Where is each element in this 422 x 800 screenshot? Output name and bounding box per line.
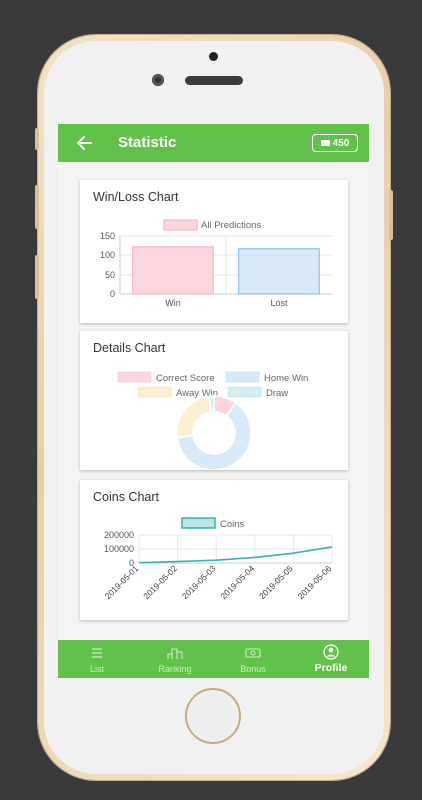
legend-label: Away Win <box>176 388 218 399</box>
coins-chart: Coins 200000 100000 0 2019-05-01 2019-05-… <box>103 517 334 601</box>
coin-balance-badge[interactable]: 450 <box>312 134 358 152</box>
page-title: Statistic <box>118 134 177 151</box>
nav-label: List <box>89 664 104 674</box>
details-card: Details Chart Correct Score Home Win Away … <box>80 331 348 470</box>
home-button[interactable] <box>185 688 241 744</box>
legend-label: Draw <box>266 388 288 399</box>
y-tick-label: 100 <box>100 250 115 260</box>
y-tick-label: 50 <box>105 270 115 280</box>
winloss-card: Win/Loss Chart All Predictions 150 100 5… <box>80 180 348 323</box>
ranking-podium-icon <box>167 648 183 659</box>
doughnut-slice <box>208 395 215 414</box>
profile-icon <box>323 644 339 660</box>
coins-card: Coins Chart Coins 200000 100000 0 2019-0… <box>80 480 348 620</box>
legend-swatch <box>227 386 262 398</box>
y-tick-label: 150 <box>100 231 115 241</box>
legend-label: All Predictions <box>201 220 261 231</box>
nav-label: Bonus <box>240 664 266 674</box>
y-tick-label: 100000 <box>104 544 134 554</box>
sensor-dot <box>209 52 218 61</box>
nav-item-bonus[interactable]: Bonus <box>214 640 292 678</box>
coins-line <box>138 546 333 564</box>
winloss-title: Win/Loss Chart <box>93 190 179 204</box>
list-icon <box>92 648 102 658</box>
bar <box>132 246 214 295</box>
doughnut-slice <box>176 395 213 439</box>
details-title: Details Chart <box>93 341 166 355</box>
doughnut-slice <box>176 402 252 470</box>
bar <box>238 248 320 295</box>
nav-label: Profile <box>314 662 348 674</box>
x-tick-label: 2019-05-02 <box>141 563 179 601</box>
details-chart: Correct Score Home Win Away Win Draw <box>117 371 308 470</box>
y-tick-label: 0 <box>129 558 134 568</box>
side-button <box>389 190 393 240</box>
cash-icon <box>320 140 330 146</box>
legend-swatch <box>137 386 172 398</box>
x-tick-label: 2019-05-05 <box>257 563 295 601</box>
nav-label: Ranking <box>158 664 192 674</box>
coins-title: Coins Chart <box>93 490 159 504</box>
legend-swatch <box>163 219 198 231</box>
y-tick-label: 0 <box>110 289 115 299</box>
legend-swatch <box>117 371 152 383</box>
nav-item-list[interactable]: List <box>58 640 136 678</box>
app-bar: Statistic 450 <box>58 124 369 162</box>
side-button <box>35 255 39 299</box>
app-screen: Statistic 450 Win/Loss Chart All Predict… <box>58 124 369 678</box>
x-tick-label: 2019-05-03 <box>180 563 218 601</box>
x-tick-label: Win <box>165 298 181 308</box>
front-camera <box>152 74 164 86</box>
side-button <box>35 128 39 150</box>
nav-item-profile[interactable]: Profile <box>292 640 369 678</box>
y-tick-label: 200000 <box>104 530 134 540</box>
coin-balance: 450 <box>332 137 350 149</box>
x-tick-label: 2019-05-06 <box>296 563 334 601</box>
side-button <box>35 185 39 229</box>
earpiece-speaker <box>185 76 243 85</box>
legend-label: Home Win <box>264 373 308 384</box>
winloss-chart: All Predictions 150 100 50 0 Win Lost <box>100 219 332 308</box>
x-tick-label: Lost <box>270 298 288 308</box>
legend-swatch <box>225 371 260 383</box>
legend-label: Coins <box>220 519 245 530</box>
cash-bonus-icon <box>245 648 261 658</box>
x-tick-label: 2019-05-01 <box>103 563 141 601</box>
legend-label: Correct Score <box>156 373 215 384</box>
x-tick-label: 2019-05-04 <box>218 563 256 601</box>
bottom-navigation: List Ranking Bonus Profile <box>58 640 369 678</box>
legend-swatch <box>181 517 216 529</box>
back-arrow-icon[interactable] <box>76 133 92 153</box>
nav-item-ranking[interactable]: Ranking <box>136 640 214 678</box>
